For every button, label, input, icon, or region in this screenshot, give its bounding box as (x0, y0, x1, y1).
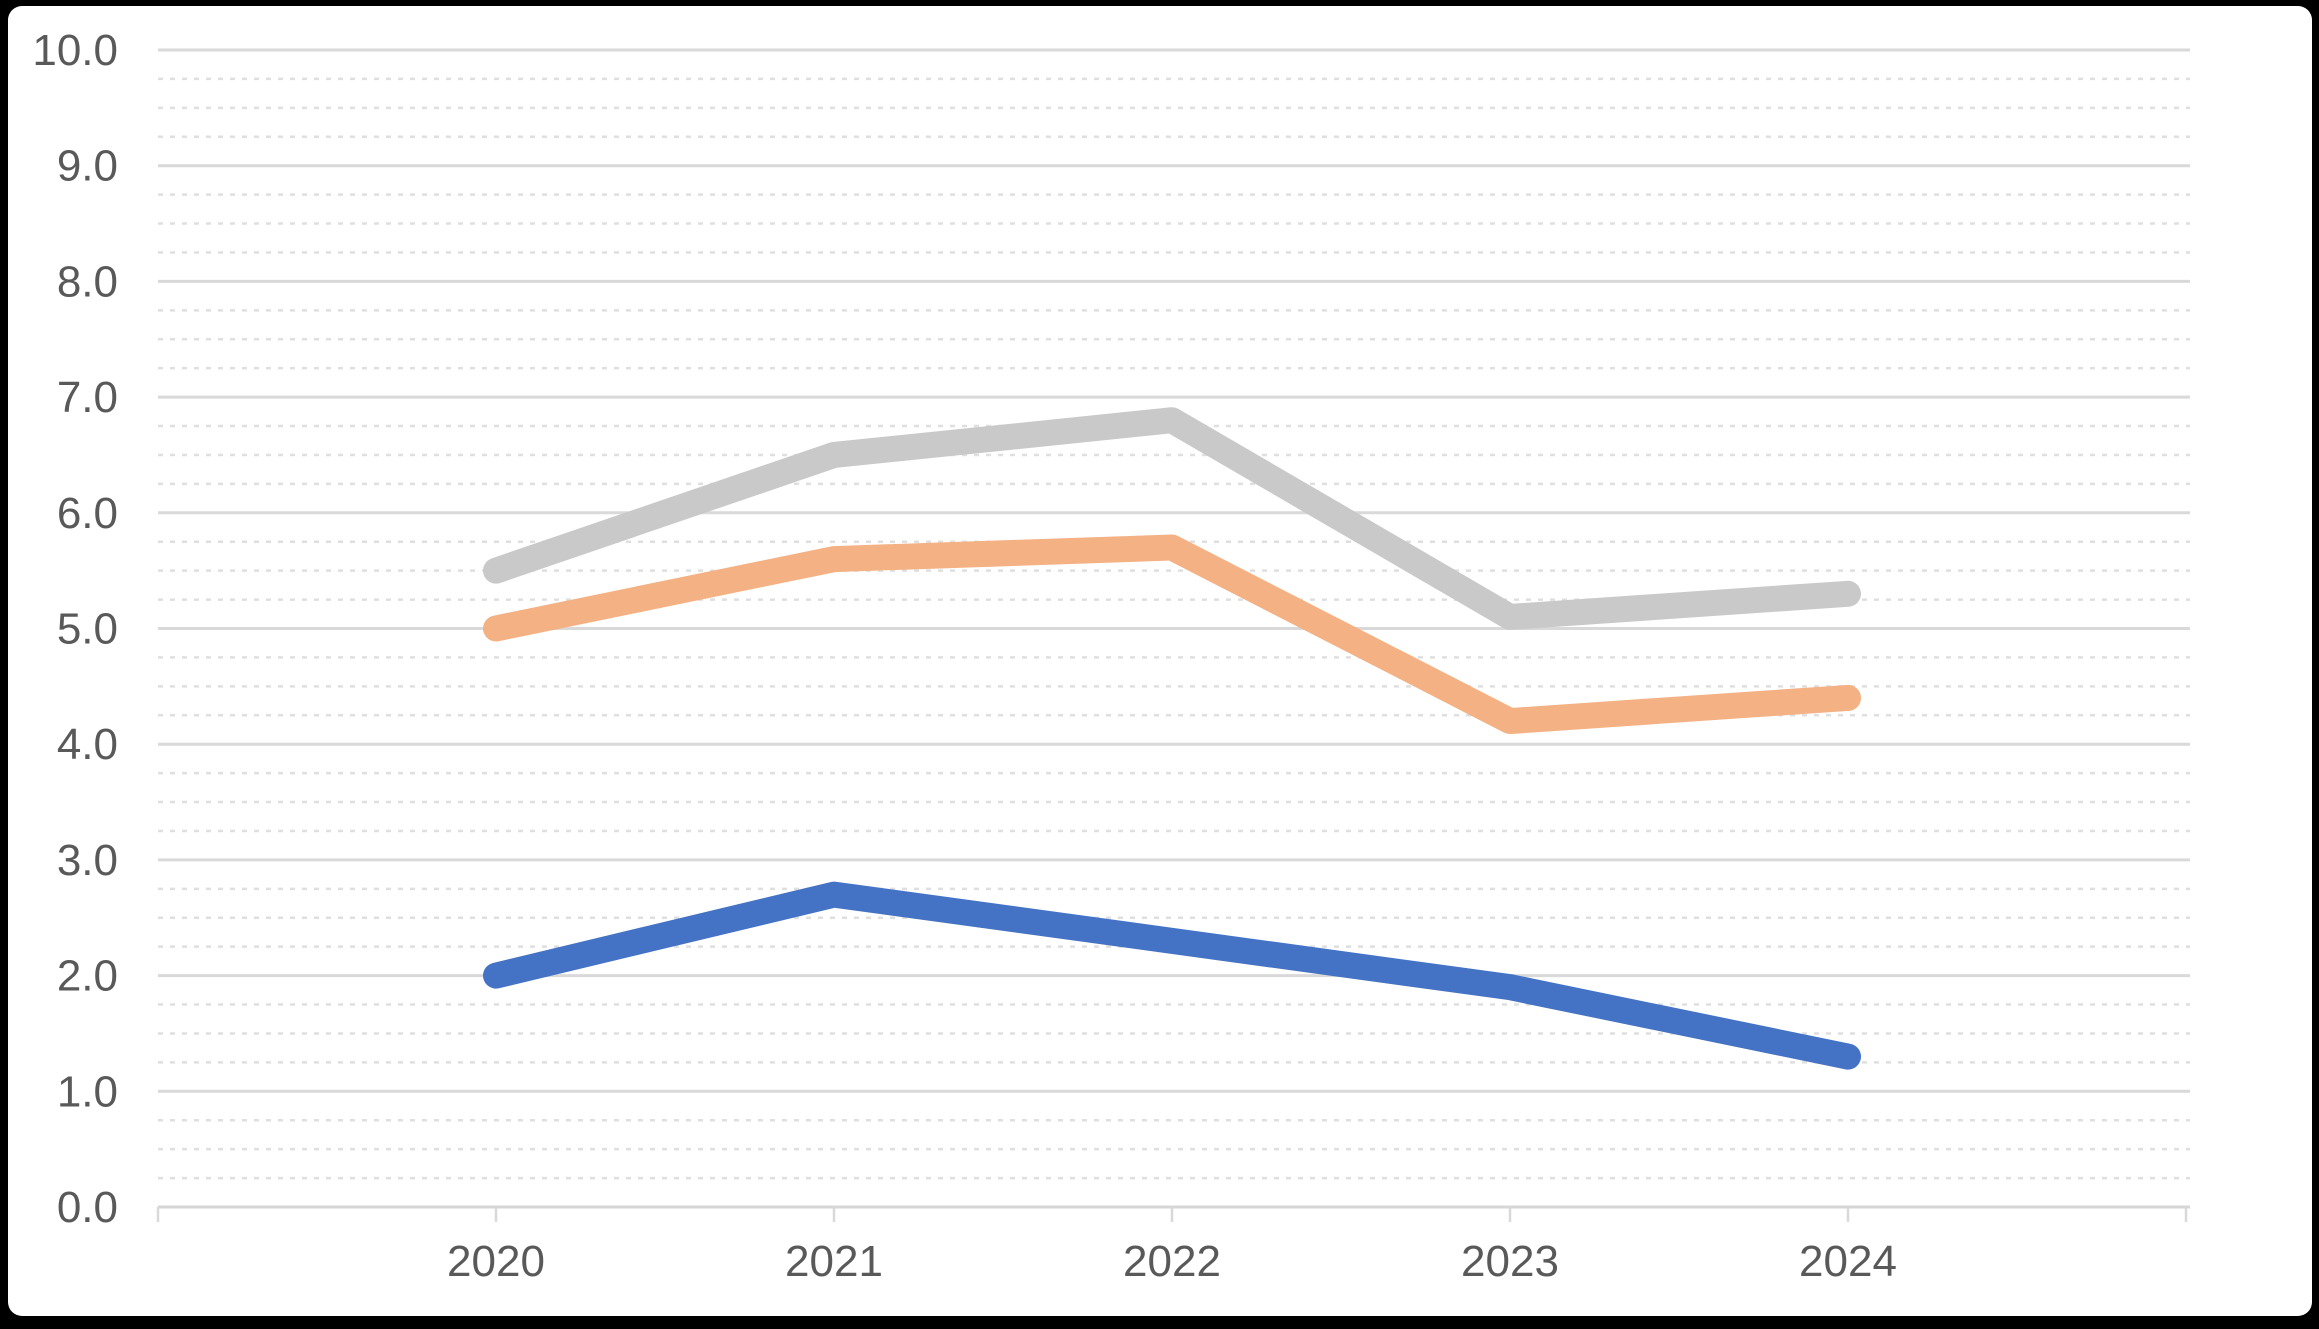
x-tick-label: 2022 (1123, 1237, 1221, 1286)
x-tick-label: 2020 (447, 1237, 545, 1286)
x-tick-label: 2021 (785, 1237, 883, 1286)
series-lines (483, 407, 1861, 1070)
gray-series (483, 407, 1861, 630)
y-tick-label: 9.0 (57, 142, 118, 191)
x-axis (156, 1205, 2190, 1222)
major-gridlines (158, 48, 2190, 1093)
orange-series (483, 534, 1861, 735)
blue-series (483, 881, 1861, 1070)
y-tick-label: 10.0 (32, 26, 118, 75)
y-tick-label: 5.0 (57, 605, 118, 654)
chart-panel (8, 6, 2312, 1316)
x-tick-label: 2023 (1461, 1237, 1559, 1286)
x-axis-labels: 2020 2021 2022 2023 2024 (447, 1237, 1897, 1286)
y-tick-label: 1.0 (57, 1067, 118, 1116)
x-tick-label: 2024 (1799, 1237, 1897, 1286)
y-tick-label: 8.0 (57, 257, 118, 306)
y-axis-labels: 0.0 1.0 2.0 3.0 4.0 5.0 6.0 7.0 8.0 9.0 10.0 (32, 26, 118, 1232)
y-tick-label: 0.0 (57, 1183, 118, 1232)
y-tick-label: 7.0 (57, 373, 118, 422)
y-tick-label: 6.0 (57, 489, 118, 538)
y-tick-label: 4.0 (57, 720, 118, 769)
y-tick-label: 2.0 (57, 952, 118, 1001)
y-tick-label: 3.0 (57, 836, 118, 885)
